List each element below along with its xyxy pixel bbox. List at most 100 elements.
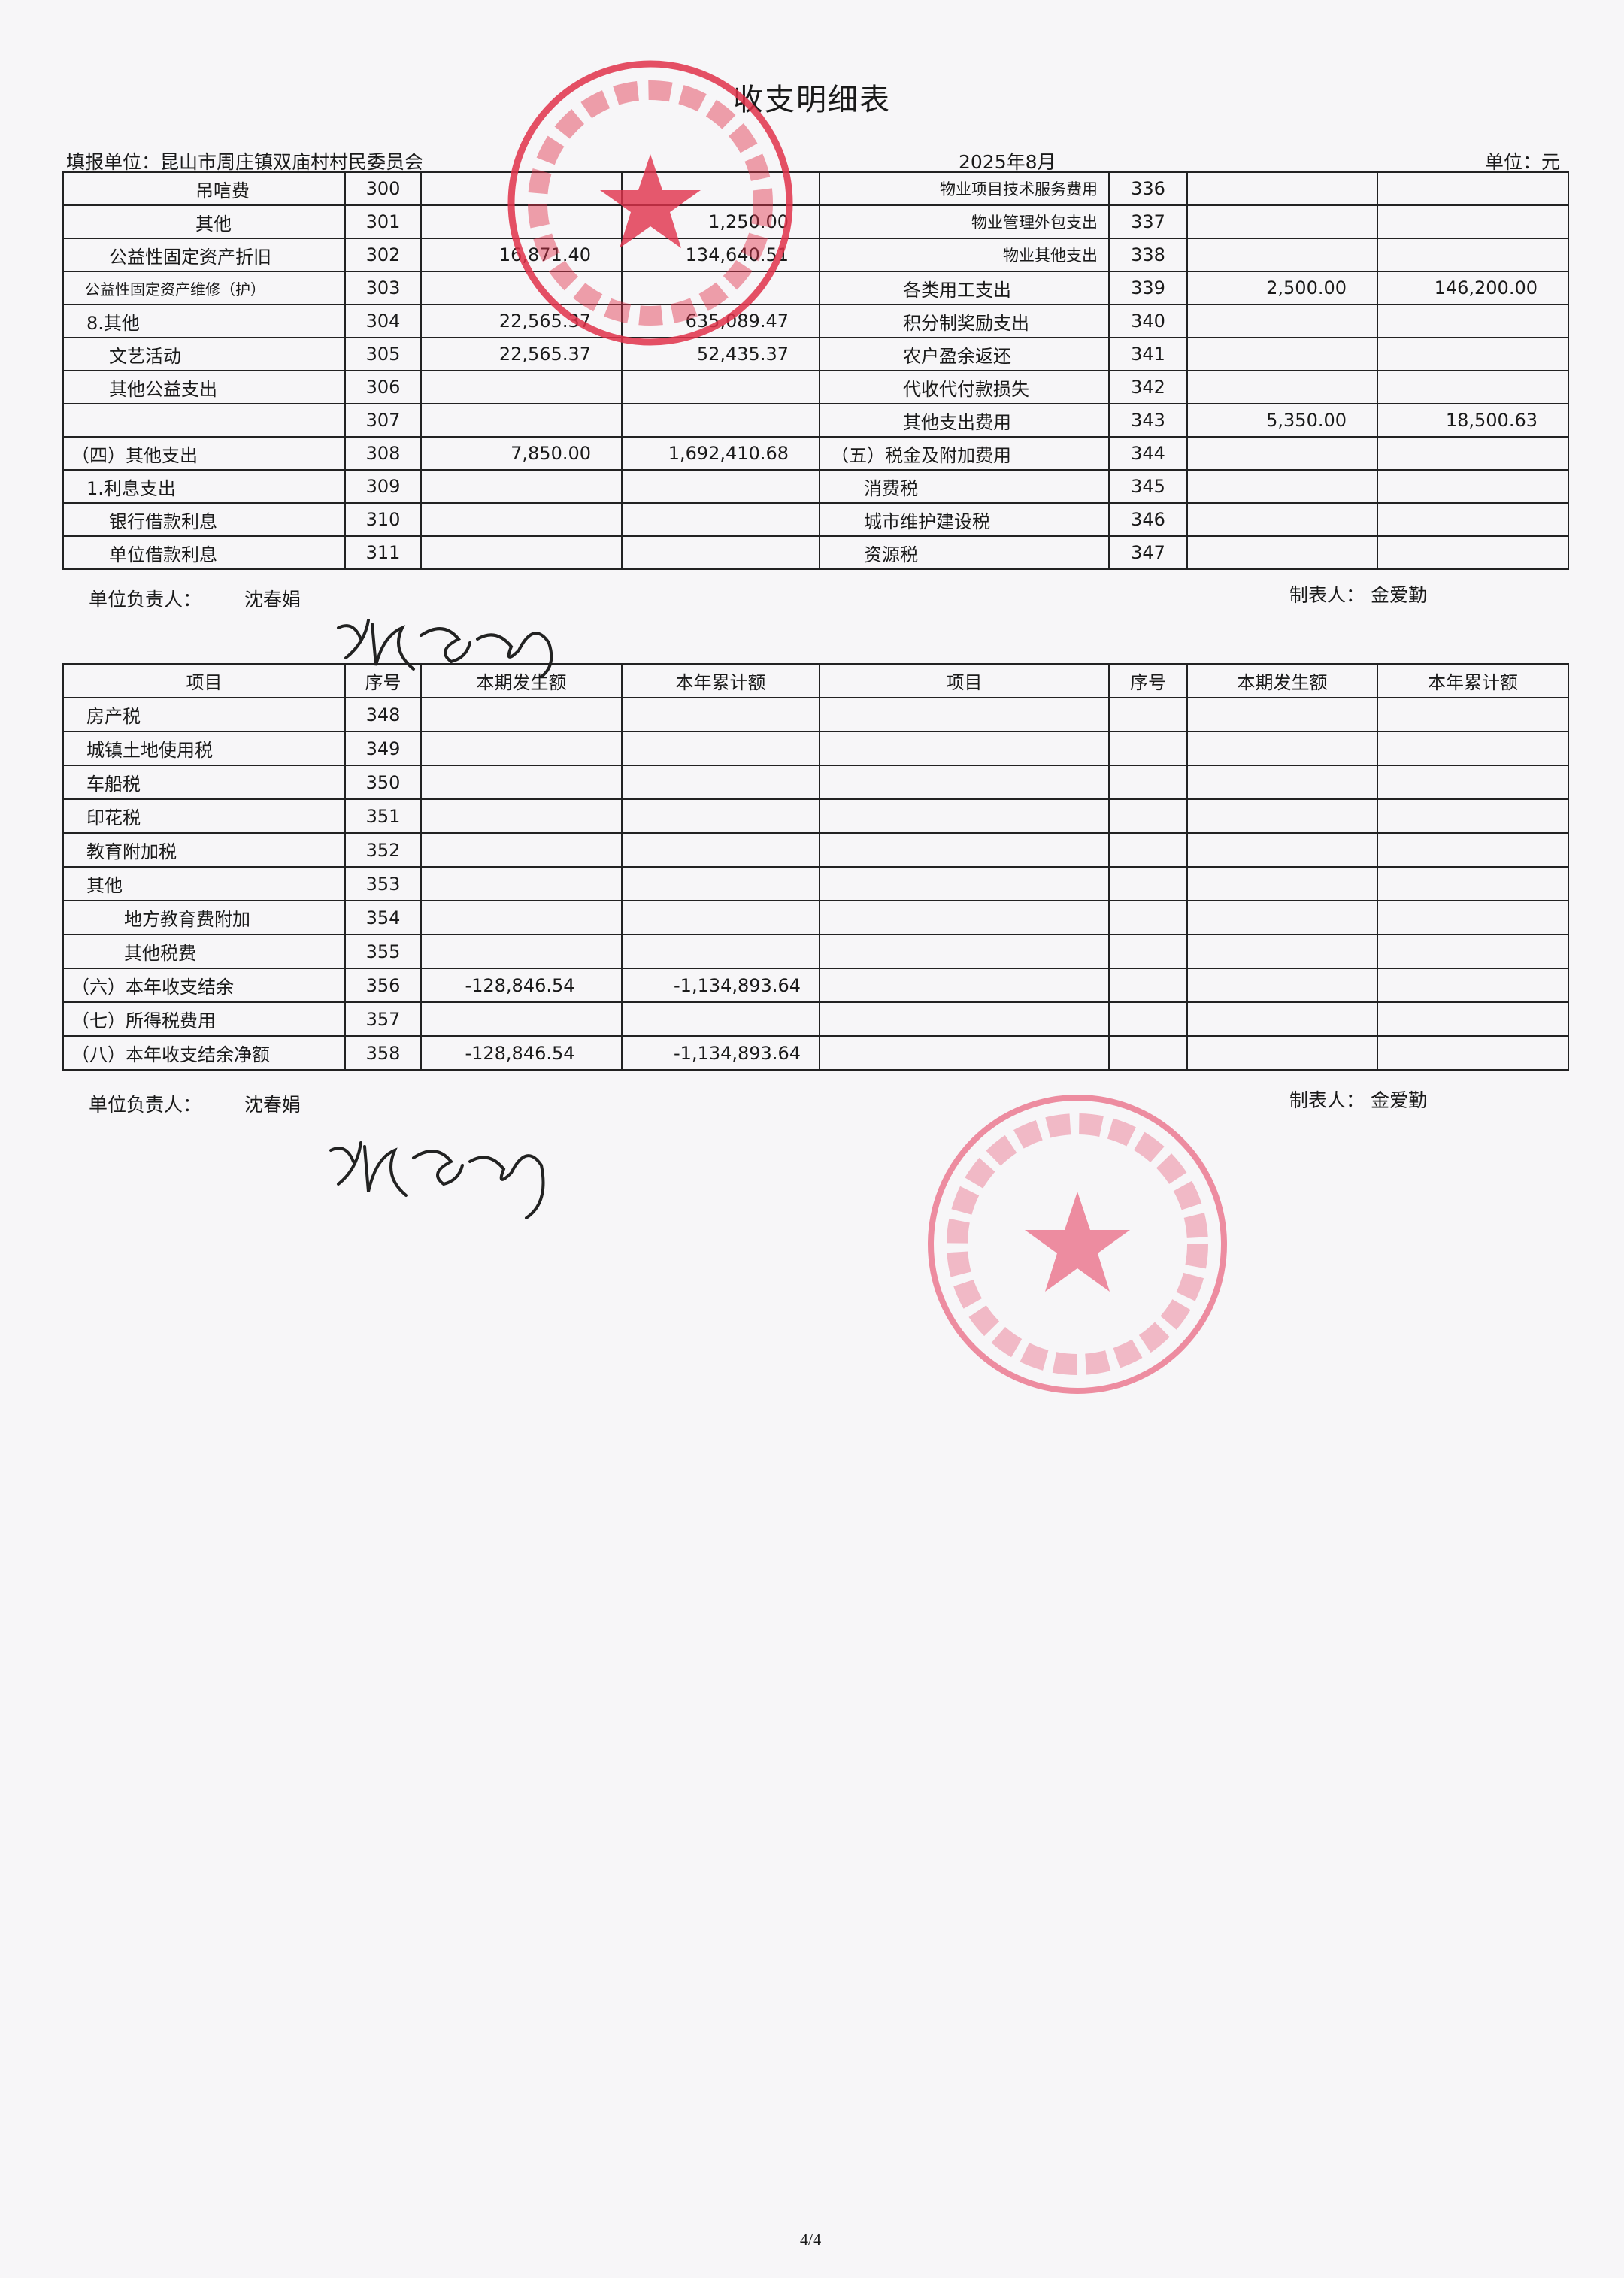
empty-cell: [1108, 697, 1188, 732]
table-row: 车船税 350: [62, 765, 1569, 800]
table-row: 印花税 351: [62, 798, 1569, 834]
empty-cell: [819, 731, 1110, 766]
table-row: 地方教育费附加 354: [62, 900, 1569, 935]
ytd-amount: [621, 171, 820, 206]
ytd-amount: [1377, 370, 1569, 404]
row-number: 308: [344, 436, 422, 471]
current-amount: 22,565.37: [420, 304, 623, 338]
row-number: 346: [1108, 502, 1188, 537]
item-name: 公益性固定资产折旧: [62, 238, 346, 272]
table-row: 其他公益支出 306 代收代付款损失 342: [62, 370, 1569, 404]
empty-cell: [1377, 798, 1569, 834]
current-amount: [1186, 370, 1378, 404]
item-name: 8.其他: [62, 304, 346, 338]
item-name: 房产税: [62, 697, 346, 732]
ytd-amount: [621, 403, 820, 438]
current-amount: [420, 832, 623, 868]
row-number: 343: [1108, 403, 1188, 438]
ytd-amount: [1377, 436, 1569, 471]
empty-cell: [819, 765, 1110, 800]
table-row: 其他税费 355: [62, 934, 1569, 969]
row-number: 339: [1108, 271, 1188, 305]
current-amount: [1186, 238, 1378, 272]
empty-cell: [1108, 765, 1188, 800]
row-number: 349: [344, 731, 422, 766]
item-name: 消费税: [819, 469, 1110, 504]
current-amount: [420, 765, 623, 800]
row-number: 336: [1108, 171, 1188, 206]
ytd-amount: 146,200.00: [1377, 271, 1569, 305]
empty-cell: [1186, 1035, 1378, 1071]
table-row: （四）其他支出 308 7,850.00 1,692,410.68 （五）税金及附加费用…: [62, 436, 1569, 471]
current-amount: [420, 798, 623, 834]
empty-cell: [819, 697, 1110, 732]
leader-label: 单位负责人：: [89, 1094, 202, 1116]
ytd-amount: [621, 765, 820, 800]
item-name: 吊唁费: [62, 171, 346, 206]
table-row: （六）本年收支结余 356 -128,846.54 -1,134,893.64: [62, 968, 1569, 1003]
item-name: 地方教育费附加: [62, 900, 346, 935]
ytd-amount: 18,500.63: [1377, 403, 1569, 438]
ytd-amount: 52,435.37: [621, 337, 820, 371]
ytd-amount: [621, 469, 820, 504]
ytd-amount: [621, 1001, 820, 1037]
empty-cell: [1108, 1001, 1188, 1037]
ytd-amount: [621, 934, 820, 969]
empty-cell: [1108, 866, 1188, 901]
column-header: 本年累计额: [621, 663, 820, 698]
ytd-amount: [621, 370, 820, 404]
item-name: 其他: [62, 204, 346, 239]
report-period: 2025年8月: [959, 151, 1056, 173]
reporting-unit: 填报单位：昆山市周庄镇双庙村村民委员会: [66, 151, 424, 173]
ytd-amount: -1,134,893.64: [621, 968, 820, 1003]
item-name: 资源税: [819, 535, 1110, 570]
row-number: 345: [1108, 469, 1188, 504]
signature: [337, 619, 553, 678]
row-number: 342: [1108, 370, 1188, 404]
empty-cell: [819, 866, 1110, 901]
current-amount: [420, 1001, 623, 1037]
current-amount: [1186, 502, 1378, 537]
current-amount: [420, 171, 623, 206]
empty-cell: [819, 1001, 1110, 1037]
ytd-amount: [1377, 535, 1569, 570]
ytd-amount: 1,250.00: [621, 204, 820, 239]
preparer: 制表人： 金爱勤: [1289, 584, 1427, 606]
item-name: 银行借款利息: [62, 502, 346, 537]
expense-table-bottom: 项目 序号 本期发生额 本年累计额 项目 序号 本期发生额 本年累计额 房产税 348 城镇土地使…: [62, 663, 1569, 1071]
current-amount: [420, 271, 623, 305]
empty-cell: [819, 900, 1110, 935]
current-amount: 7,850.00: [420, 436, 623, 471]
row-number: 355: [344, 934, 422, 969]
item-name: 城镇土地使用税: [62, 731, 346, 766]
ytd-amount: -1,134,893.64: [621, 1035, 820, 1071]
empty-cell: [1377, 934, 1569, 969]
empty-cell: [1186, 832, 1378, 868]
item-name: 单位借款利息: [62, 535, 346, 570]
empty-cell: [1377, 1035, 1569, 1071]
ytd-amount: [621, 502, 820, 537]
item-name: 其他公益支出: [62, 370, 346, 404]
row-number: 338: [1108, 238, 1188, 272]
expense-table-top: 吊唁费 300 物业项目技术服务费用 336 其他 301 1,250.00 物业管理外包支出…: [62, 171, 1569, 570]
empty-cell: [819, 798, 1110, 834]
ytd-amount: [621, 900, 820, 935]
empty-cell: [1377, 900, 1569, 935]
column-header: 序号: [1108, 663, 1188, 698]
empty-cell: [819, 968, 1110, 1003]
signature: [329, 1141, 545, 1219]
row-number: 353: [344, 866, 422, 901]
row-number: 347: [1108, 535, 1188, 570]
empty-cell: [1186, 934, 1378, 969]
empty-cell: [1186, 765, 1378, 800]
item-name: （七）所得税费用: [62, 1001, 346, 1037]
item-name: [62, 403, 346, 438]
empty-cell: [1186, 968, 1378, 1003]
item-name: 物业项目技术服务费用: [819, 171, 1110, 206]
ytd-amount: [621, 535, 820, 570]
row-number: 358: [344, 1035, 422, 1071]
empty-cell: [1186, 731, 1378, 766]
table-row: 银行借款利息 310 城市维护建设税 346: [62, 502, 1569, 537]
row-number: 356: [344, 968, 422, 1003]
empty-cell: [1186, 697, 1378, 732]
